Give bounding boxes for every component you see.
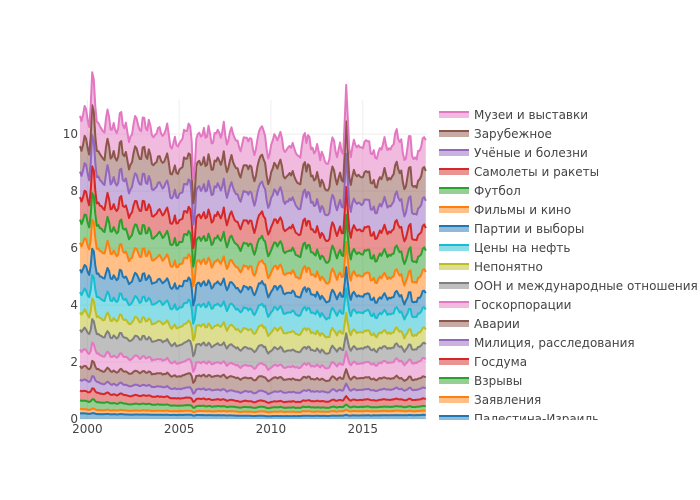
legend-label: Милиция, расследования — [474, 336, 635, 350]
legend-label: Госкорпорации — [474, 298, 571, 312]
legend-swatch-fill — [439, 359, 469, 365]
legend-item[interactable]: Палестина-Израиль — [439, 412, 599, 426]
y-tick-label: 10 — [63, 127, 78, 141]
legend-swatch-fill — [439, 321, 469, 327]
legend-swatch-fill — [439, 378, 469, 384]
legend-label: Самолеты и ракеты — [474, 165, 599, 179]
series-12-line — [79, 192, 427, 268]
legend-label: Непонятно — [474, 260, 543, 274]
x-tick-label: 2000 — [72, 422, 103, 436]
legend-item[interactable]: Цены на нефть — [439, 241, 570, 255]
legend-label: Футбол — [474, 184, 521, 198]
legend-label: Палестина-Израиль — [474, 412, 599, 426]
series-9-area[interactable] — [80, 275, 426, 341]
legend-item[interactable]: Партии и выборы — [439, 222, 584, 236]
legend-swatch-fill — [439, 397, 469, 403]
series-14-line — [79, 134, 427, 226]
series-12-area[interactable] — [80, 193, 426, 287]
legend-item[interactable]: Фильмы и кино — [439, 203, 571, 217]
series-10-line — [79, 247, 427, 307]
series-16-area[interactable] — [80, 72, 426, 204]
series-13-line — [79, 165, 427, 250]
legend-swatch-fill — [439, 169, 469, 175]
series-11-area[interactable] — [80, 219, 426, 306]
y-axis: 0 2 4 6 8 10 — [63, 127, 78, 426]
legend-item[interactable]: Аварии — [439, 317, 520, 331]
legend-label: Аварии — [474, 317, 520, 331]
legend-item[interactable]: Учёные и болезни — [439, 146, 588, 160]
series-3-line — [79, 387, 426, 404]
series-15-line — [79, 104, 427, 205]
legend-label: Партии и выборы — [474, 222, 584, 236]
legend-item[interactable]: Милиция, расследования — [439, 336, 635, 350]
series-16-line — [79, 71, 427, 181]
x-tick-label: 2005 — [164, 422, 195, 436]
legend-label: Музеи и выставки — [474, 108, 588, 122]
x-tick-label: 2015 — [347, 422, 378, 436]
series-4-line — [79, 375, 427, 396]
legend-label: Заявления — [474, 393, 541, 407]
series-8-line — [79, 297, 427, 342]
legend-item[interactable]: Заявления — [439, 393, 541, 407]
series-7-line — [79, 318, 427, 358]
legend-item[interactable]: Госдума — [439, 355, 527, 369]
legend-item[interactable]: Зарубежное — [439, 127, 552, 141]
legend-swatch-fill — [439, 340, 469, 346]
legend-label: ООН и международные отношения — [474, 279, 698, 293]
legend-label: Госдума — [474, 355, 527, 369]
legend-items: Музеи и выставки Зарубежное Учёные и болез… — [439, 108, 698, 426]
legend-swatch-fill — [439, 150, 469, 156]
legend-item[interactable]: Госкорпорации — [439, 298, 571, 312]
y-tick-label: 2 — [70, 355, 78, 369]
series-2-line — [79, 398, 426, 410]
legend-label: Учёные и болезни — [474, 146, 588, 160]
x-tick-label: 2010 — [256, 422, 287, 436]
legend-label: Фильмы и кино — [474, 203, 571, 217]
legend-label: Цены на нефть — [474, 241, 570, 255]
series-3-area[interactable] — [80, 388, 426, 409]
x-axis: 2000 2005 2010 2015 — [72, 422, 378, 436]
legend-swatch-fill — [439, 226, 469, 232]
series-14-area[interactable] — [80, 135, 426, 249]
y-tick-label: 6 — [70, 241, 78, 255]
series-9-line — [79, 274, 427, 325]
legend-item[interactable]: Музеи и выставки — [439, 108, 588, 122]
y-tick-label: 4 — [70, 298, 78, 312]
series-0-line — [79, 412, 426, 418]
series-2-area[interactable] — [80, 399, 426, 413]
plot-area[interactable] — [79, 71, 427, 419]
legend-swatch-fill — [439, 188, 469, 194]
series-10-area[interactable] — [80, 248, 426, 324]
legend-swatch-fill — [439, 112, 469, 118]
legend-swatch-fill — [439, 302, 469, 308]
legend-item[interactable]: ООН и международные отношения — [439, 279, 698, 293]
legend-item[interactable]: Самолеты и ракеты — [439, 165, 599, 179]
series-8-area[interactable] — [80, 298, 426, 357]
y-tick-label: 0 — [70, 412, 78, 426]
legend-label: Зарубежное — [474, 127, 552, 141]
y-tick-label: 8 — [70, 184, 78, 198]
series-15-area[interactable] — [80, 105, 426, 225]
series-11-line — [79, 218, 427, 288]
legend-swatch-fill — [439, 283, 469, 289]
series-1-line — [79, 407, 426, 414]
legend-item[interactable]: Взрывы — [439, 374, 522, 388]
series-5-line — [79, 359, 427, 384]
legend: Музеи и выставки Зарубежное Учёные и болез… — [439, 108, 698, 426]
legend-item[interactable]: Непонятно — [439, 260, 543, 274]
legend-swatch-fill — [439, 131, 469, 137]
legend-label: Взрывы — [474, 374, 522, 388]
legend-swatch-fill — [439, 416, 469, 420]
legend-item[interactable]: Футбол — [439, 184, 521, 198]
legend-swatch-fill — [439, 207, 469, 213]
series-6-line — [79, 341, 427, 373]
legend-swatch-fill — [439, 264, 469, 270]
legend-swatch-fill — [439, 245, 469, 251]
series-13-area[interactable] — [80, 166, 426, 267]
